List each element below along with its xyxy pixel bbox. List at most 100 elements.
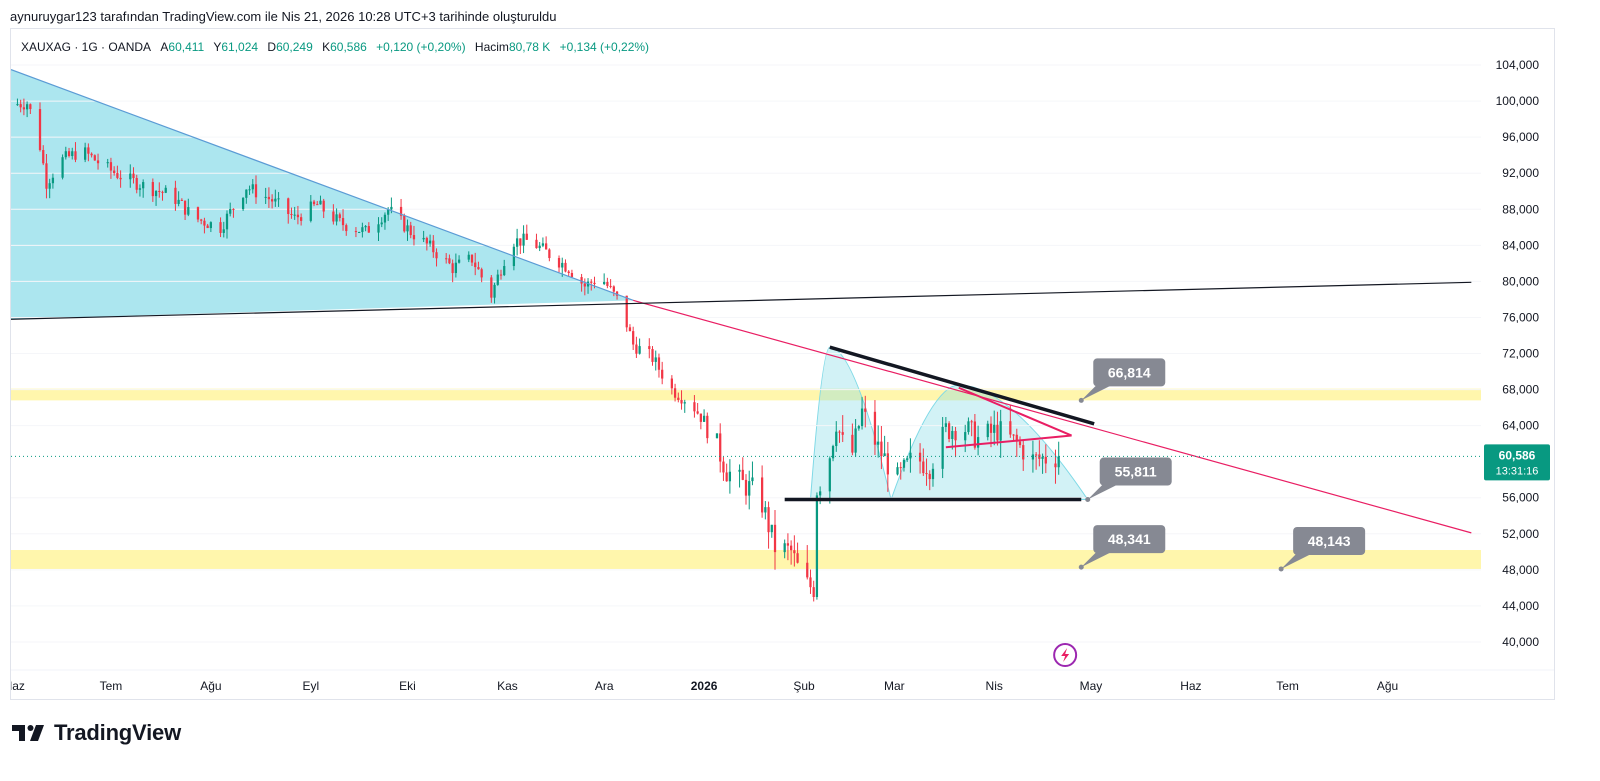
candle [615, 290, 619, 300]
candle [815, 492, 819, 600]
candle-body [457, 259, 461, 263]
candle-body [951, 430, 954, 439]
candle-body [702, 415, 706, 422]
candle-body [225, 213, 229, 230]
triangle-upper [829, 345, 1095, 426]
candle [451, 259, 454, 283]
x-tick-label: Kas [497, 679, 518, 693]
candle [129, 164, 132, 188]
candle [931, 463, 935, 487]
left-cup-fill [809, 346, 892, 501]
y-tick-label: 76,000 [1502, 310, 1539, 324]
candle [84, 142, 87, 163]
chart-panel[interactable]: 104,000 100,000 96,000 92,000 88,000 84,000 80… [10, 28, 1555, 700]
candle-body [738, 469, 741, 472]
candle [183, 200, 187, 220]
candle [909, 438, 912, 473]
candle [290, 207, 293, 219]
candle [864, 395, 867, 428]
candle [48, 178, 51, 199]
candle-body [909, 452, 912, 459]
candle [760, 465, 764, 518]
candle-body [806, 562, 809, 578]
candle [806, 545, 809, 580]
candle [29, 103, 32, 115]
candle [361, 222, 364, 238]
candle [316, 201, 319, 206]
candle-body [922, 461, 925, 474]
candle [835, 421, 838, 452]
candle-body [74, 151, 77, 160]
candle [403, 213, 406, 233]
candle [151, 178, 154, 202]
tradingview-logo[interactable]: TradingView [12, 720, 181, 746]
candle [45, 154, 48, 199]
candle-body [673, 388, 677, 398]
candle [345, 223, 348, 236]
candle-body [925, 473, 928, 475]
candle [354, 227, 358, 238]
candle [142, 179, 145, 198]
candle-body [45, 163, 48, 189]
candle [25, 101, 29, 118]
callout-pointer [1281, 550, 1314, 569]
candle-body [174, 187, 177, 204]
candle-body [851, 434, 854, 453]
pennant-lower [945, 434, 1072, 449]
candle [648, 338, 651, 359]
candle-body [296, 214, 300, 218]
candle [831, 444, 835, 462]
candle [383, 212, 387, 230]
legend-symbol[interactable]: XAUXAG · 1G · OANDA [21, 40, 152, 54]
callout-box [1293, 526, 1366, 555]
candle-body [535, 239, 538, 249]
candle [522, 225, 525, 254]
events-lightning-icon[interactable] [1053, 643, 1078, 667]
zone-band-2 [11, 550, 1481, 569]
candle-body [654, 357, 657, 362]
candle-body [151, 182, 154, 197]
candle [225, 210, 229, 239]
candle [248, 185, 251, 195]
candle-body [831, 446, 835, 459]
candle [96, 153, 100, 170]
candle-body [1044, 456, 1047, 464]
candle-body [838, 431, 841, 433]
candle-body [580, 277, 583, 284]
candle-body [515, 238, 519, 247]
candle-body [245, 189, 248, 198]
candle [490, 275, 493, 303]
candle [254, 175, 258, 204]
candle-body [454, 262, 457, 274]
candle-body [635, 344, 638, 354]
candle-body [180, 199, 183, 201]
candle [445, 253, 448, 264]
candle-body [387, 209, 390, 215]
candle [922, 448, 925, 476]
candle [838, 430, 841, 443]
candle-body [187, 207, 190, 215]
candle-body [1054, 463, 1057, 468]
candle-body [941, 426, 944, 469]
price-callout-3: 48,341 [1078, 525, 1166, 570]
price-tag-value: 60,586 [1499, 448, 1536, 462]
candle [106, 158, 109, 168]
rising-trendline-lower [11, 281, 1472, 320]
candle-body [196, 207, 200, 220]
candle [42, 145, 45, 166]
candle-body [493, 284, 496, 298]
candle-body [677, 397, 680, 400]
price-tag-countdown: 13:31:16 [1496, 465, 1539, 477]
candle-body [902, 459, 906, 468]
candle-body [61, 157, 64, 178]
candle [341, 209, 345, 231]
candle [499, 269, 503, 280]
candle-body [741, 469, 744, 480]
candle [699, 413, 702, 430]
candle [251, 179, 254, 194]
x-tick-label: Haz [1180, 679, 1201, 693]
candle [38, 102, 42, 152]
candle [467, 251, 470, 263]
candle-body [132, 173, 135, 179]
price-chart[interactable]: 104,000 100,000 96,000 92,000 88,000 84,000 80… [11, 29, 1555, 700]
